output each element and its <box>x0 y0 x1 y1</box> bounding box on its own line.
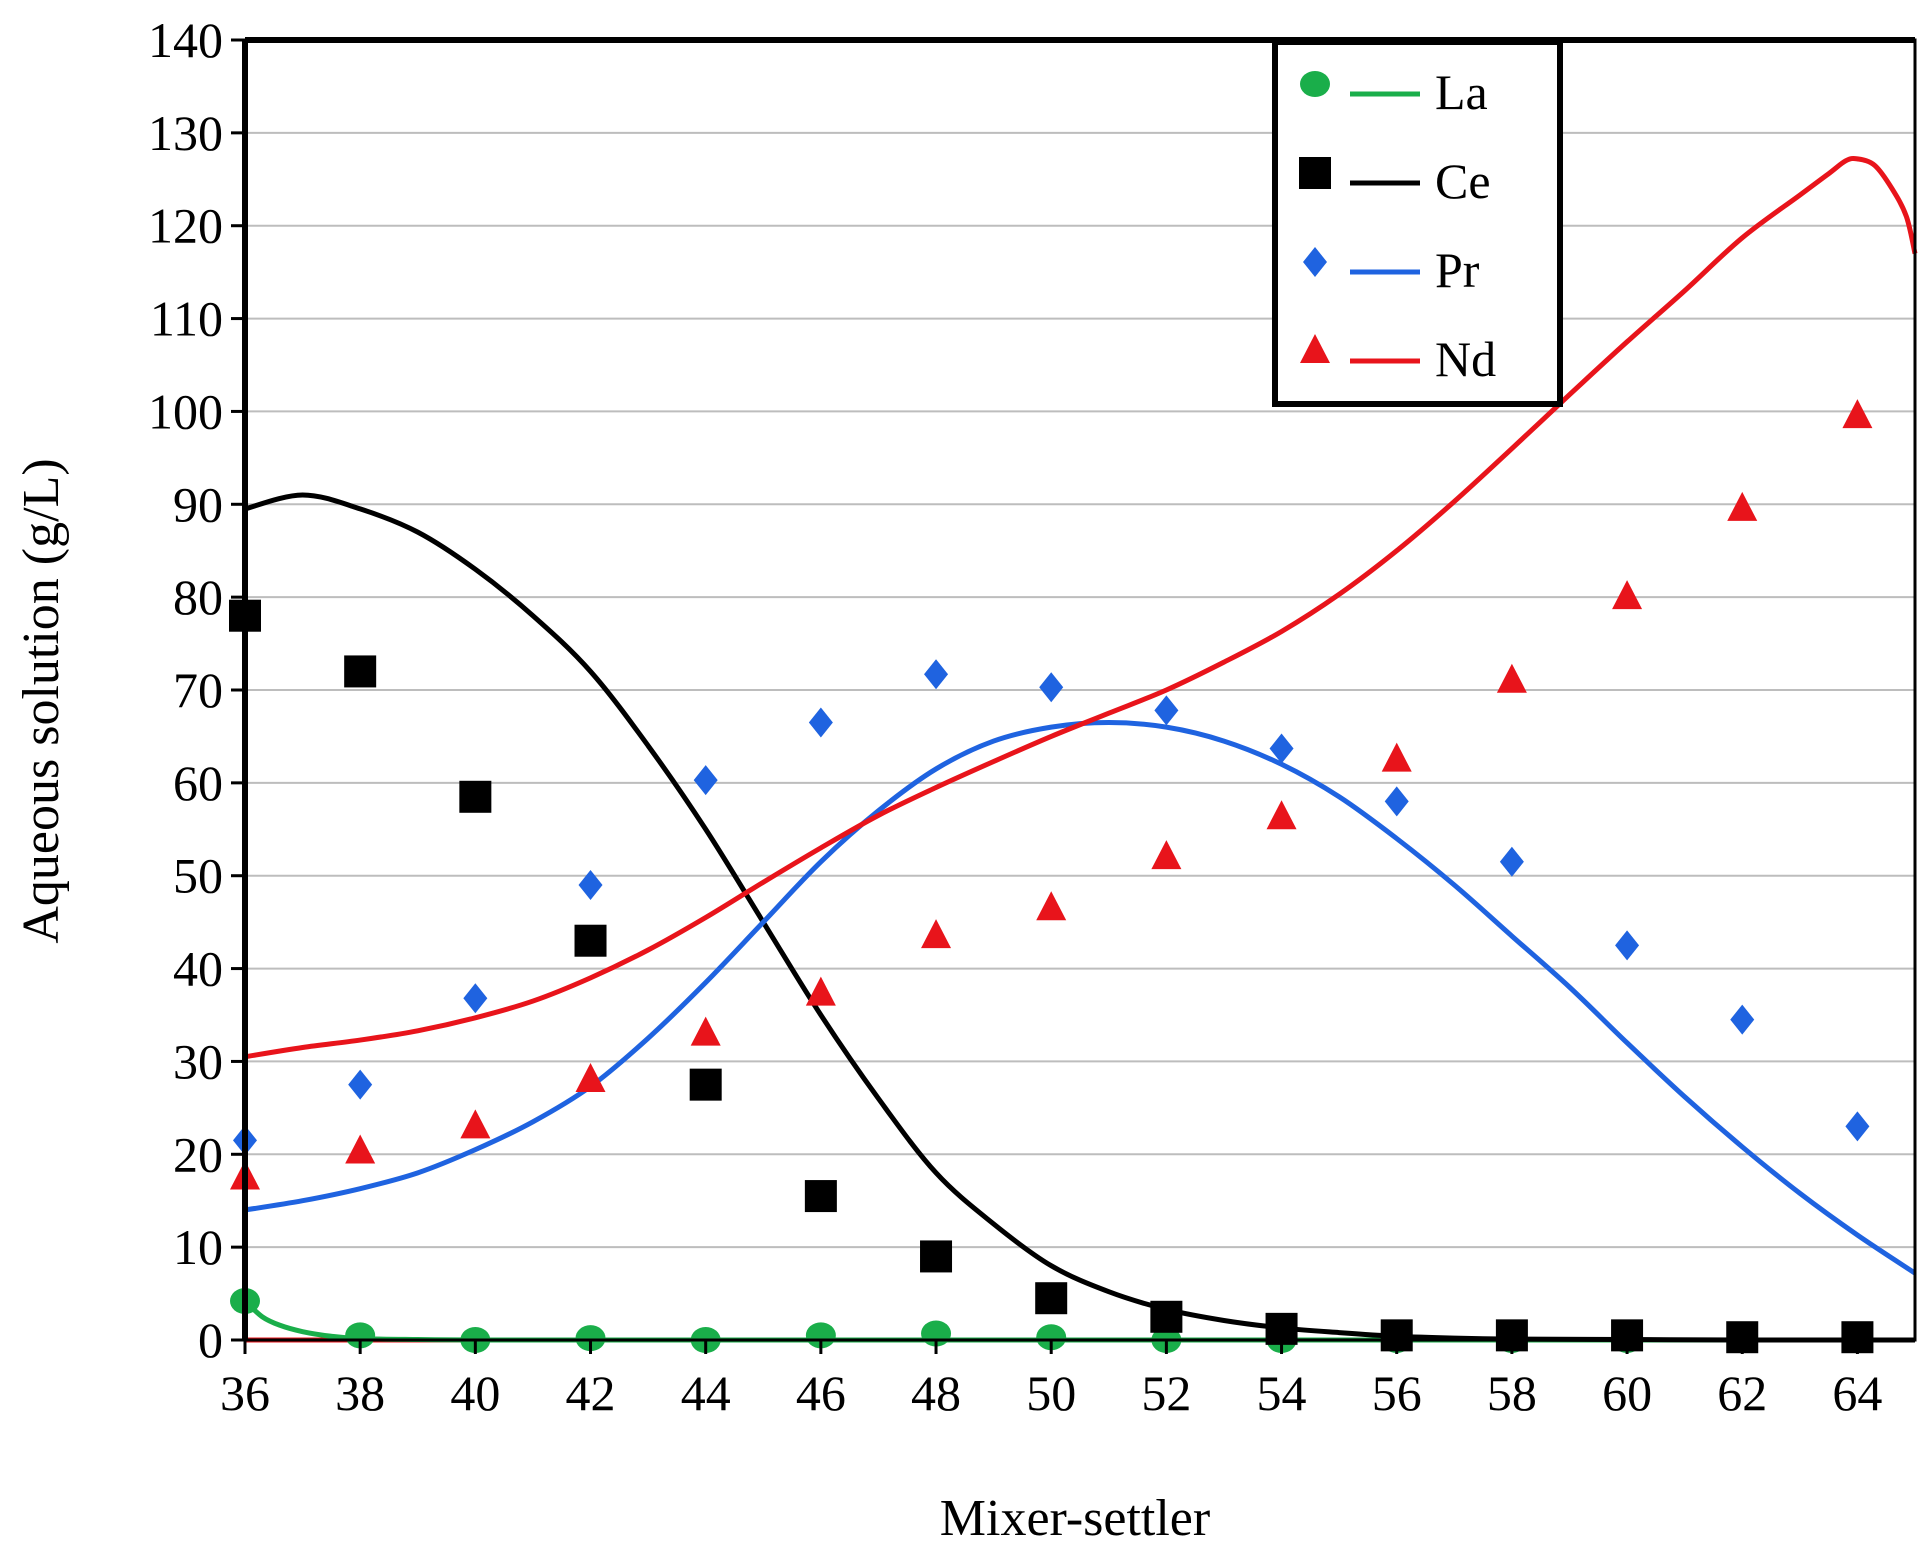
y-tick-label-30: 30 <box>173 1033 223 1089</box>
point-Pr-38 <box>348 1069 373 1100</box>
y-tick-label-70: 70 <box>173 662 223 718</box>
point-Pr-48 <box>924 659 949 690</box>
legend-label-La: La <box>1435 64 1488 120</box>
point-Pr-46 <box>808 707 833 738</box>
legend-marker-Ce <box>1299 157 1331 189</box>
point-Pr-64 <box>1845 1111 1870 1142</box>
grid-lines <box>245 131 1915 1249</box>
point-Nd-50 <box>1036 891 1067 921</box>
model-curves <box>243 155 1918 1343</box>
x-tick-label-42: 42 <box>566 1365 616 1421</box>
point-La-42 <box>575 1325 606 1352</box>
y-tick-label-60: 60 <box>173 755 223 811</box>
point-Pr-54 <box>1269 733 1294 764</box>
y-tick-label-90: 90 <box>173 476 223 532</box>
y-tick-label-50: 50 <box>173 848 223 904</box>
point-Pr-52 <box>1154 695 1179 726</box>
point-Ce-50 <box>1035 1282 1068 1315</box>
point-Nd-54 <box>1266 800 1297 830</box>
curve-Ce <box>244 492 1915 1343</box>
y-tick-label-80: 80 <box>173 569 223 625</box>
y-tick-label-20: 20 <box>173 1126 223 1182</box>
curve-Nd <box>244 155 1918 1060</box>
x-tick-label-36: 36 <box>220 1365 270 1421</box>
point-Nd-38 <box>345 1134 376 1164</box>
data-markers <box>229 399 1874 1354</box>
x-tick-label-52: 52 <box>1141 1365 1191 1421</box>
x-axis-title: Mixer-settler <box>940 1490 1210 1547</box>
legend-label-Pr: Pr <box>1435 242 1480 298</box>
point-Ce-52 <box>1150 1300 1183 1333</box>
point-Pr-62 <box>1730 1004 1755 1035</box>
x-tick-label-64: 64 <box>1832 1365 1882 1421</box>
y-tick-label-120: 120 <box>148 198 223 254</box>
y-tick-label-110: 110 <box>150 291 223 347</box>
point-La-50 <box>1036 1324 1067 1351</box>
legend-label-Ce: Ce <box>1435 153 1491 209</box>
point-Nd-60 <box>1612 580 1643 610</box>
point-Pr-60 <box>1615 930 1640 961</box>
point-Nd-58 <box>1496 663 1527 693</box>
y-tick-label-100: 100 <box>148 383 223 439</box>
point-Nd-48 <box>921 919 952 949</box>
point-Pr-58 <box>1499 846 1524 877</box>
x-tick-label-44: 44 <box>681 1365 731 1421</box>
point-Ce-42 <box>574 924 607 957</box>
point-Nd-62 <box>1727 491 1758 521</box>
x-tick-label-48: 48 <box>911 1365 961 1421</box>
point-Ce-46 <box>804 1180 837 1213</box>
point-Nd-46 <box>805 976 836 1006</box>
legend-marker-La <box>1300 71 1330 97</box>
legend-label-Nd: Nd <box>1435 331 1496 387</box>
point-Pr-42 <box>578 870 603 900</box>
point-Pr-50 <box>1039 672 1064 703</box>
curve-La <box>243 1299 1915 1343</box>
point-Nd-40 <box>460 1109 491 1139</box>
point-Ce-48 <box>920 1240 953 1273</box>
y-tick-label-10: 10 <box>173 1219 223 1275</box>
point-Ce-44 <box>689 1068 722 1101</box>
y-axis-title: Aqueous solution (g/L) <box>13 458 70 943</box>
y-tick-label-40: 40 <box>173 941 223 997</box>
y-tick-label-130: 130 <box>148 105 223 161</box>
legend-box <box>1272 39 1563 407</box>
x-tick-label-54: 54 <box>1257 1365 1307 1421</box>
point-Pr-44 <box>693 765 718 796</box>
y-tick-label-0: 0 <box>198 1312 223 1368</box>
point-Nd-52 <box>1151 840 1182 870</box>
x-tick-label-62: 62 <box>1717 1365 1767 1421</box>
point-Nd-64 <box>1842 399 1873 429</box>
curve-Pr <box>244 720 1917 1276</box>
axis-ticks: 0 10 20 30 40 50 60 70 80 90 100 110 120 130 140 36 38 40… <box>148 12 1882 1421</box>
x-tick-label-38: 38 <box>335 1365 385 1421</box>
x-tick-label-46: 46 <box>796 1365 846 1421</box>
x-tick-label-40: 40 <box>450 1365 500 1421</box>
point-La-46 <box>805 1322 836 1349</box>
point-Nd-44 <box>690 1016 721 1046</box>
x-tick-label-58: 58 <box>1487 1365 1537 1421</box>
point-Ce-38 <box>344 655 377 688</box>
legend-marker-Nd <box>1300 334 1330 363</box>
point-Pr-40 <box>463 983 488 1014</box>
point-Ce-40 <box>459 780 492 813</box>
x-tick-label-50: 50 <box>1026 1365 1076 1421</box>
point-Nd-42 <box>575 1063 606 1092</box>
point-Nd-56 <box>1381 742 1412 772</box>
x-tick-label-60: 60 <box>1602 1365 1652 1421</box>
legend: La Ce Pr Nd <box>1272 39 1563 407</box>
point-Pr-56 <box>1384 786 1409 817</box>
legend-marker-Pr <box>1303 247 1327 277</box>
x-tick-label-56: 56 <box>1372 1365 1422 1421</box>
y-tick-label-140: 140 <box>148 12 223 68</box>
point-La-38 <box>345 1322 376 1349</box>
